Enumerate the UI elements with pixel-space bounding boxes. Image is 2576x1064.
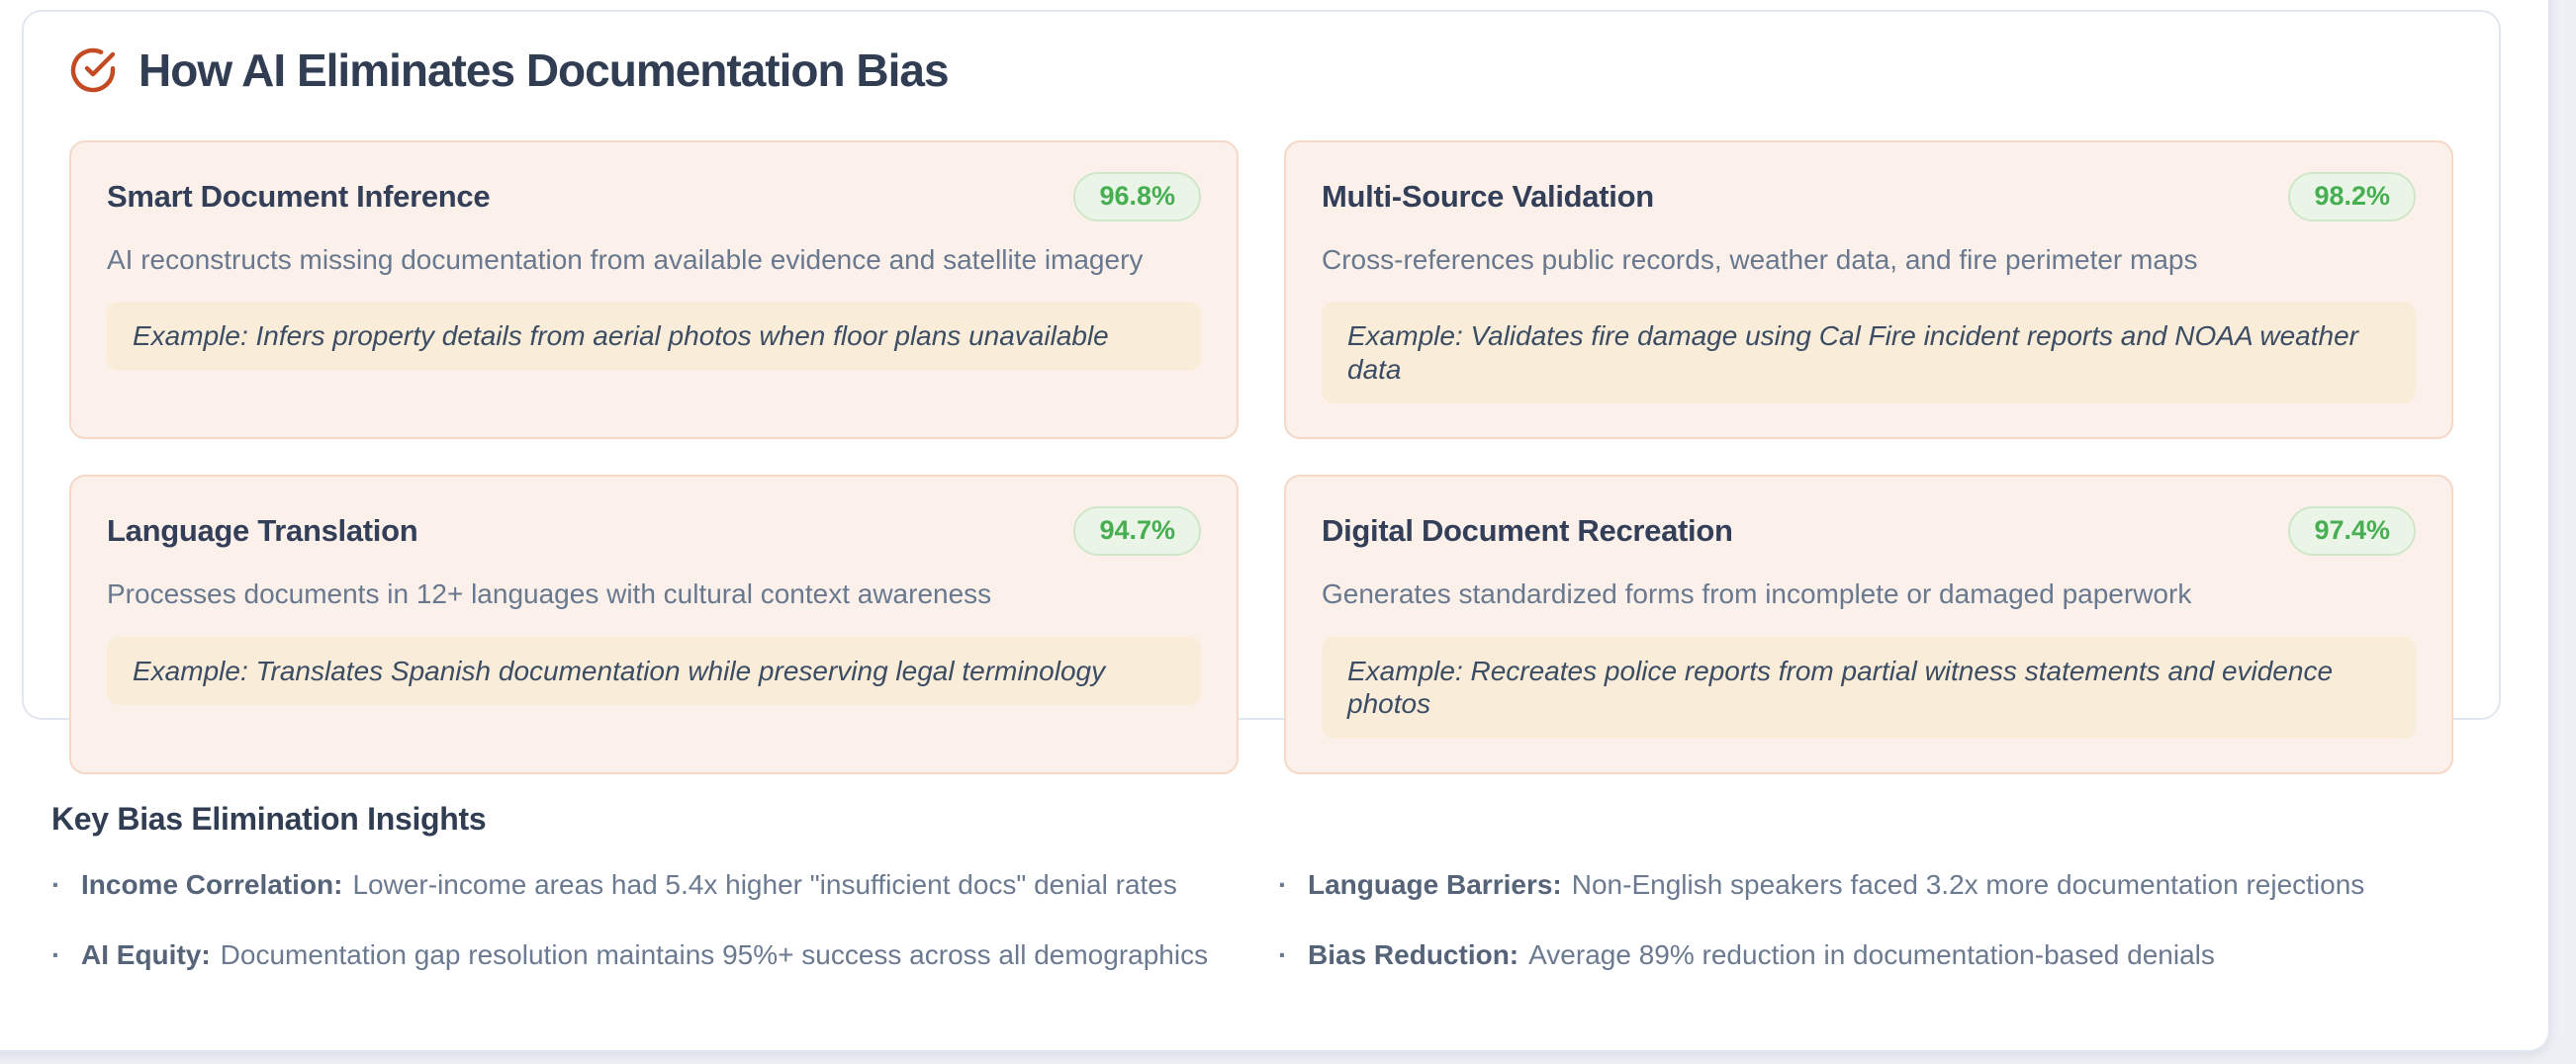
content-surface: How AI Eliminates Documentation Bias Sma… bbox=[0, 0, 2550, 1052]
insight-ai-equity: · AI Equity: Documentation gap resolution… bbox=[51, 937, 1278, 972]
insights-grid: · Income Correlation: Lower-income areas … bbox=[51, 867, 2465, 972]
insight-label: Bias Reduction: bbox=[1308, 939, 1519, 970]
success-rate-badge: 97.4% bbox=[2288, 506, 2416, 557]
card-header: Language Translation 94.7% bbox=[107, 506, 1201, 557]
capability-card-multi-source-validation: Multi-Source Validation 98.2% Cross-refe… bbox=[1284, 140, 2453, 440]
card-header: Multi-Source Validation 98.2% bbox=[1322, 172, 2416, 222]
bullet-icon: · bbox=[1278, 939, 1288, 970]
insight-text: Lower-income areas had 5.4x higher "insu… bbox=[352, 869, 1177, 900]
bullet-icon: · bbox=[51, 939, 61, 970]
insight-text: Non-English speakers faced 3.2x more doc… bbox=[1571, 869, 2365, 900]
success-rate-badge: 96.8% bbox=[1073, 172, 1201, 222]
insight-label: AI Equity: bbox=[81, 939, 211, 970]
card-example: Example: Validates fire damage using Cal… bbox=[1322, 302, 2416, 404]
success-rate-badge: 94.7% bbox=[1073, 506, 1201, 557]
card-description: Generates standardized forms from incomp… bbox=[1322, 578, 2192, 610]
card-description: AI reconstructs missing documentation fr… bbox=[107, 243, 1144, 275]
card-title: Smart Document Inference bbox=[107, 178, 491, 214]
page-title: How AI Eliminates Documentation Bias bbox=[138, 44, 950, 96]
card-description: Processes documents in 12+ languages wit… bbox=[107, 578, 992, 610]
insight-text: Documentation gap resolution maintains 9… bbox=[220, 939, 1209, 970]
insight-income-correlation: · Income Correlation: Lower-income areas … bbox=[51, 867, 1278, 902]
card-title: Multi-Source Validation bbox=[1322, 178, 1654, 214]
check-circle-icon bbox=[69, 46, 117, 94]
bullet-icon: · bbox=[1278, 869, 1288, 900]
card-header: Digital Document Recreation 97.4% bbox=[1322, 506, 2416, 557]
capability-card-language-translation: Language Translation 94.7% Processes doc… bbox=[69, 475, 1239, 774]
insight-text: Average 89% reduction in documentation-b… bbox=[1528, 939, 2215, 970]
insight-label: Income Correlation: bbox=[81, 869, 343, 900]
success-rate-badge: 98.2% bbox=[2288, 172, 2416, 222]
capability-cards-grid: Smart Document Inference 96.8% AI recons… bbox=[69, 140, 2453, 774]
insights-section: Key Bias Elimination Insights · Income C… bbox=[51, 801, 2465, 972]
capability-card-smart-document-inference: Smart Document Inference 96.8% AI recons… bbox=[69, 140, 1239, 440]
card-header: Smart Document Inference 96.8% bbox=[107, 172, 1201, 222]
card-example: Example: Translates Spanish documentatio… bbox=[107, 636, 1201, 706]
card-title: Digital Document Recreation bbox=[1322, 513, 1733, 549]
card-description: Cross-references public records, weather… bbox=[1322, 243, 2198, 275]
documentation-bias-panel: How AI Eliminates Documentation Bias Sma… bbox=[22, 10, 2501, 774]
card-example: Example: Recreates police reports from p… bbox=[1322, 636, 2416, 739]
insight-label: Language Barriers: bbox=[1308, 869, 1562, 900]
card-example: Example: Infers property details from ae… bbox=[107, 302, 1201, 371]
capability-card-digital-document-recreation: Digital Document Recreation 97.4% Genera… bbox=[1284, 475, 2453, 774]
card-title: Language Translation bbox=[107, 513, 418, 549]
insight-language-barriers: · Language Barriers: Non-English speakers… bbox=[1278, 867, 2465, 902]
bullet-icon: · bbox=[51, 869, 61, 900]
panel-header: How AI Eliminates Documentation Bias bbox=[69, 44, 2453, 97]
insights-heading: Key Bias Elimination Insights bbox=[51, 801, 487, 837]
insight-bias-reduction: · Bias Reduction: Average 89% reduction i… bbox=[1278, 937, 2465, 972]
